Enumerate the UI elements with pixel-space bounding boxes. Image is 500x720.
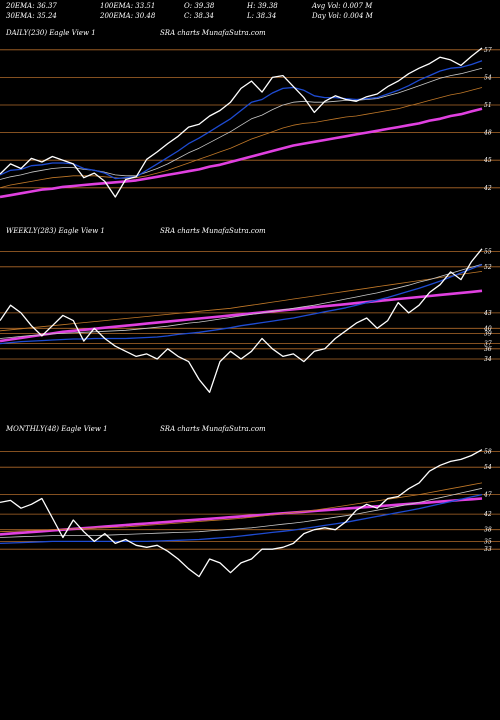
weekly-tick-label: 43 [483,310,492,317]
monthly-tick-label: 35 [484,538,492,545]
monthly-tick-label: 33 [484,546,492,553]
daily-tick-label: 48 [483,130,492,137]
weekly-tick-label: 39 [484,330,492,337]
monthly-panel-title: MONTHLY(48) Eagle View 1 [6,425,108,433]
weekly-tick-label: 36 [484,346,492,353]
daily-ema-200-line [0,107,483,199]
monthly-tick-label: 47 [483,492,492,499]
daily-tick-label: 54 [484,74,492,81]
monthly-tick-label: 54 [484,464,492,471]
monthly-price-line [0,449,483,578]
ema200-readout: 200EMA: 30.48 [100,12,156,20]
monthly-panel-watermark: SRA charts MunafaSutra.com [160,425,266,433]
daily-tick-label: 57 [484,47,492,54]
daily-ema-long-line [0,87,483,189]
weekly-ema-long-line [0,271,483,332]
low-readout: L: 38.34 [247,12,277,20]
weekly-ema-200-line [0,289,483,343]
open-readout: O: 39.38 [184,2,215,10]
weekly-ema-short-line [0,264,483,345]
daily-tick-label: 42 [483,185,492,192]
monthly-tick-label: 42 [483,511,492,518]
ema30-readout: 30EMA: 35.24 [6,12,57,20]
monthly-tick-label: 38 [484,527,492,534]
daily-ema-mid-line [0,67,483,180]
weekly-price-line [0,248,483,393]
day-vol-readout: Day Vol: 0.004 M [312,12,373,20]
weekly-panel-watermark: SRA charts MunafaSutra.com [160,227,266,235]
daily-tick-label: 51 [484,102,492,109]
weekly-panel-title: WEEKLY(283) Eagle View 1 [6,227,105,235]
daily-ema-short-line [0,60,483,180]
daily-panel-watermark: SRA charts MunafaSutra.com [160,29,266,37]
close-readout: C: 38.34 [184,12,214,20]
ema20-readout: 20EMA: 36.37 [6,2,57,10]
avg-vol-readout: Avg Vol: 0.007 M [312,2,373,10]
high-readout: H: 39.38 [247,2,278,10]
weekly-tick-label: 37 [484,341,492,348]
daily-tick-label: 45 [483,157,492,164]
daily-panel-title: DAILY(230) Eagle View 1 [6,29,96,37]
weekly-ema-mid-line [0,263,483,339]
weekly-tick-label: 55 [484,248,492,255]
ema100-readout: 100EMA: 33.51 [100,2,156,10]
monthly-ema-short-line [0,493,483,545]
weekly-tick-label: 34 [484,356,492,363]
monthly-tick-label: 58 [484,449,492,456]
monthly-ema-mid-line [0,487,483,538]
weekly-tick-label: 52 [484,264,492,271]
weekly-tick-label: 40 [483,325,492,332]
monthly-ema-long-line [0,482,483,533]
daily-price-line [0,47,483,198]
